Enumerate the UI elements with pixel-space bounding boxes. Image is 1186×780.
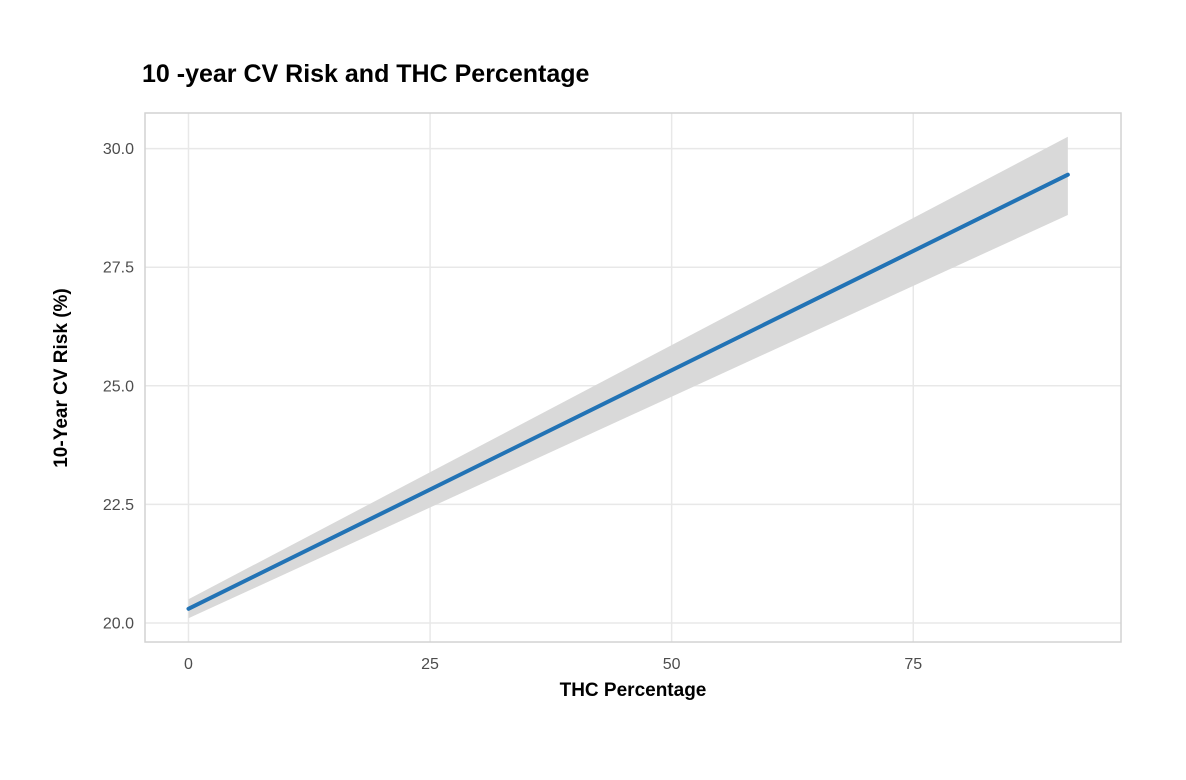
y-axis-title: 10-Year CV Risk (%) (51, 288, 72, 468)
x-tick-label: 50 (663, 656, 681, 673)
y-tick-label: 30.0 (103, 141, 134, 158)
y-tick-label: 22.5 (103, 497, 134, 514)
x-tick-label: 25 (421, 656, 439, 673)
plot-panel-border (144, 112, 1122, 643)
y-tick-label: 25.0 (103, 378, 134, 395)
regression-line (186, 172, 1070, 611)
x-tick-label: 75 (904, 656, 922, 673)
confidence-ribbon (188, 136, 1068, 619)
y-tick-label: 27.5 (103, 260, 134, 277)
x-tick-label: 0 (184, 656, 193, 673)
chart-title: 10 -year CV Risk and THC Percentage (142, 60, 590, 88)
x-axis-title: THC Percentage (559, 680, 707, 701)
y-tick-label: 20.0 (103, 616, 134, 633)
